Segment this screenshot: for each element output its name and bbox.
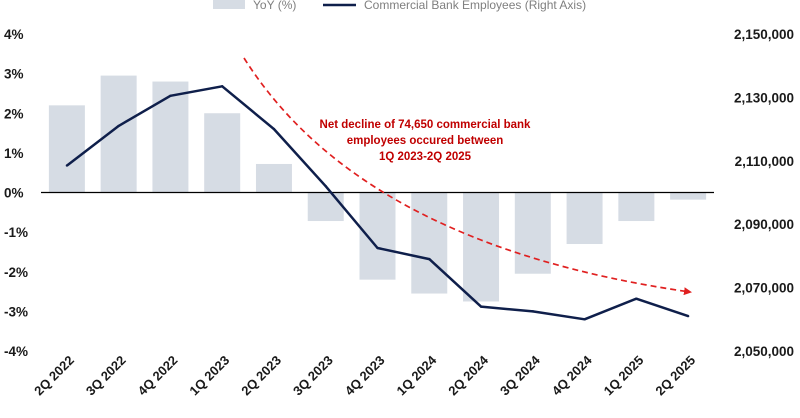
employees-point-2q-2024 — [479, 305, 483, 308]
yoy-bar-4q-2022 — [152, 81, 189, 193]
left-axis-tick-label: 1% — [4, 146, 24, 161]
yoy-bar-2q-2023 — [255, 163, 292, 193]
employees-point-1q-2024 — [428, 257, 431, 261]
left-axis-tick-label: 3% — [4, 67, 24, 82]
right-axis-tick-label: 2,130,000 — [734, 90, 794, 105]
x-axis-tick-label: 3Q 2024 — [497, 352, 543, 398]
yoy-bar-1q-2023 — [204, 113, 241, 193]
annotation-line-2: employees occured between — [347, 135, 504, 147]
yoy-bar-4q-2024 — [566, 192, 603, 245]
left-axis-tick-label: -1% — [4, 225, 28, 240]
yoy-bar-3q-2024 — [514, 192, 551, 274]
yoy-bars — [48, 75, 707, 302]
x-axis-tick-label: 3Q 2023 — [290, 353, 336, 399]
right-axis-tick-label: 2,050,000 — [734, 344, 794, 359]
x-axis: 2Q 2022 3Q 2022 4Q 2022 1Q 2023 2Q 2023 3Q 20… — [31, 352, 698, 398]
left-axis-tick-label: -2% — [4, 265, 28, 280]
employees-line-series — [65, 85, 690, 321]
x-axis-tick-label: 2Q 2024 — [445, 352, 491, 398]
x-axis-tick-label: 4Q 2024 — [549, 352, 595, 398]
employees-point-4q-2024 — [583, 318, 586, 321]
left-axis-tick-label: 2% — [4, 106, 24, 121]
annotation-arrow — [243, 57, 692, 296]
yoy-bar-2q-2024 — [463, 192, 500, 302]
right-axis-tick-label: 2,110,000 — [735, 154, 794, 169]
yoy-bar-1q-2024 — [411, 192, 448, 294]
left-axis-tick-label: -3% — [4, 304, 28, 319]
x-axis-tick-label: 4Q 2022 — [135, 353, 181, 399]
x-axis-tick-label: 1Q 2024 — [394, 352, 440, 398]
x-axis-tick-label: 1Q 2025 — [601, 353, 647, 399]
x-axis-tick-label: 4Q 2023 — [342, 353, 388, 399]
employees-point-2q-2023 — [272, 127, 276, 131]
right-axis: 2,150,000 2,130,000 2,110,000 2,090,000 2,07… — [734, 27, 794, 359]
x-axis-tick-label: 2Q 2022 — [31, 353, 77, 399]
employees-point-4q-2022 — [169, 94, 172, 98]
employees-point-1q-2023 — [220, 85, 224, 88]
left-axis-tick-label: -4% — [4, 344, 28, 359]
legend: YoY (%) Commercial Bank Employees (Right… — [213, 0, 586, 12]
left-axis: 4% 3% 2% 1% 0% -1% -2% -3% -4% — [4, 27, 28, 359]
x-axis-tick-label: 3Q 2022 — [83, 353, 129, 399]
right-axis-tick-label: 2,150,000 — [734, 27, 794, 42]
legend-swatch-yoy — [213, 0, 245, 9]
x-axis-tick-label: 2Q 2023 — [238, 353, 284, 399]
right-axis-tick-label: 2,070,000 — [734, 281, 794, 296]
left-axis-tick-label: 4% — [4, 27, 24, 42]
legend-label-yoy: YoY (%) — [253, 0, 296, 12]
x-axis-tick-label: 1Q 2023 — [186, 353, 232, 399]
x-axis-tick-label: 2Q 2025 — [652, 353, 698, 399]
employees-point-2q-2025 — [686, 314, 690, 318]
yoy-bar-2q-2022 — [48, 105, 85, 193]
yoy-bar-1q-2025 — [618, 192, 655, 222]
yoy-bar-4q-2023 — [359, 192, 396, 280]
employees-point-4q-2023 — [376, 246, 379, 250]
employees-point-1q-2025 — [635, 297, 638, 300]
right-axis-tick-label: 2,090,000 — [734, 217, 794, 232]
left-axis-tick-label: 0% — [4, 186, 24, 201]
annotation-line-1: Net decline of 74,650 commercial bank — [320, 119, 532, 131]
legend-label-employees: Commercial Bank Employees (Right Axis) — [364, 0, 586, 12]
annotation-line-3: 1Q 2023-2Q 2025 — [379, 151, 472, 163]
yoy-bar-2q-2025 — [670, 192, 707, 200]
employees-point-2q-2022 — [65, 164, 69, 167]
yoy-bar-3q-2023 — [307, 192, 344, 222]
employees-point-3q-2023 — [324, 184, 327, 188]
annotation: Net decline of 74,650 commercial bank em… — [320, 119, 532, 163]
employees-point-3q-2022 — [117, 124, 120, 128]
employees-point-3q-2024 — [531, 310, 535, 313]
